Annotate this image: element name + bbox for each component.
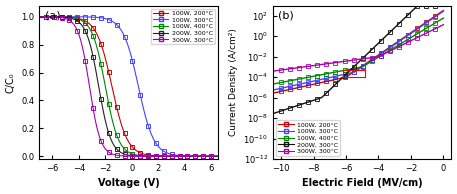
Text: (a): (a)	[45, 10, 60, 20]
Legend: 100W, 200°C, 100W, 300°C, 100W, 400°C, 200W, 300°C, 300W, 300°C: 100W, 200°C, 100W, 300°C, 100W, 400°C, 2…	[276, 120, 340, 156]
Legend: 100W, 200°C, 100W, 300°C, 100W, 400°C, 200W, 300°C, 300W, 300°C: 100W, 200°C, 100W, 300°C, 100W, 400°C, 2…	[151, 9, 215, 44]
X-axis label: Voltage (V): Voltage (V)	[98, 178, 159, 188]
X-axis label: Electric Field (MV/cm): Electric Field (MV/cm)	[302, 178, 423, 188]
Y-axis label: C/C₀: C/C₀	[5, 72, 16, 93]
Text: (b): (b)	[278, 10, 294, 20]
Y-axis label: Current Density (A/cm²): Current Density (A/cm²)	[229, 28, 238, 136]
